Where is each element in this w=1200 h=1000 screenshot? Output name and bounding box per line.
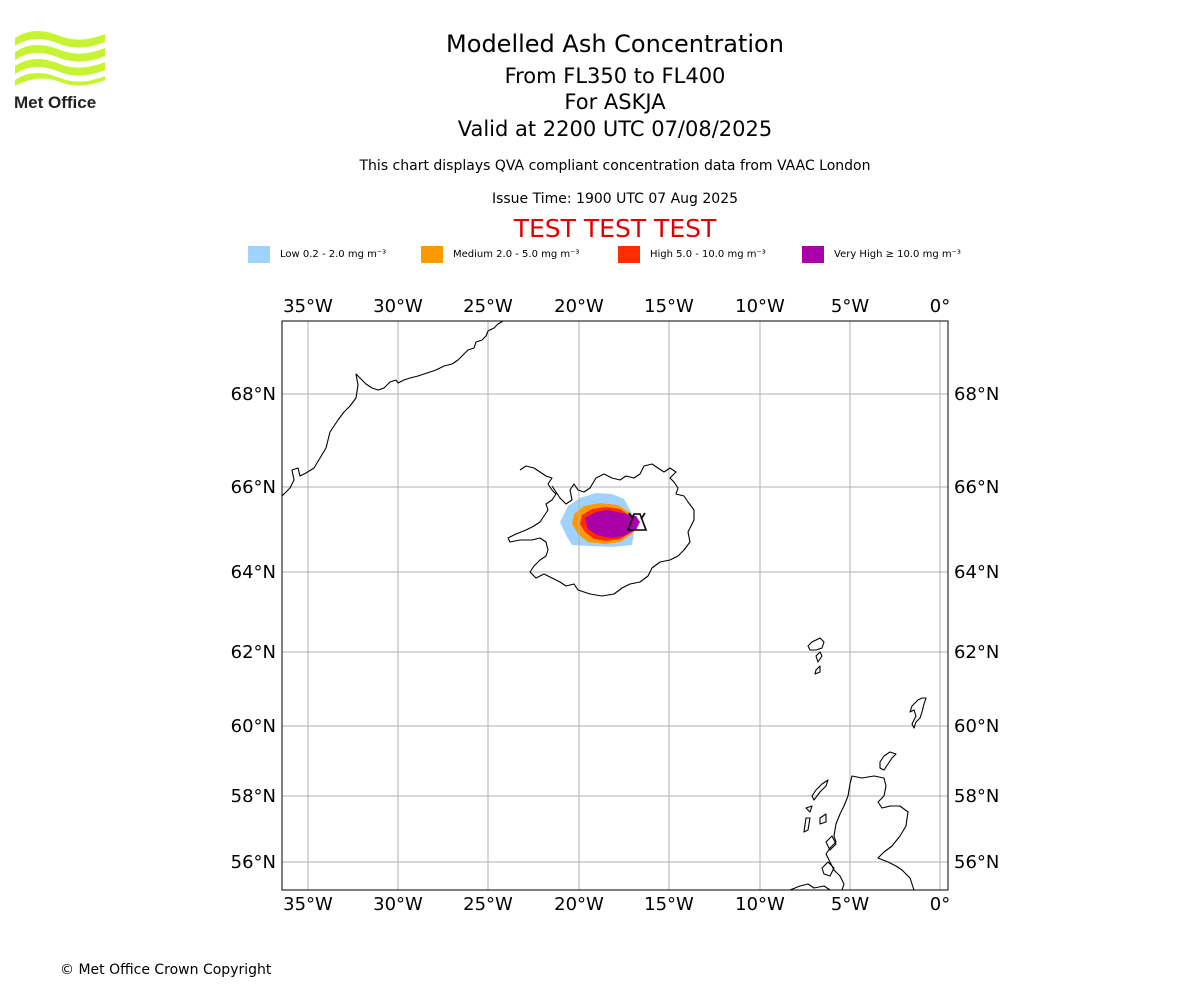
valid-time: Valid at 2200 UTC 07/08/2025	[457, 117, 773, 141]
lon-tick-label: 20°W	[554, 894, 604, 915]
chart-description: This chart displays QVA compliant concen…	[359, 158, 871, 174]
logo-waves-icon	[15, 31, 105, 86]
lon-tick-label: 5°W	[831, 894, 869, 915]
lat-tick-label: 62°N	[231, 642, 276, 663]
legend-swatch	[421, 245, 443, 263]
ash-very-high-area	[585, 510, 640, 538]
coastlines	[281, 320, 927, 891]
issue-time: Issue Time: 1900 UTC 07 Aug 2025	[491, 191, 739, 207]
lon-ticks-bottom: 35°W 30°W 25°W 20°W 15°W 10°W 5°W 0°	[283, 894, 950, 915]
lat-tick-label: 68°N	[954, 384, 999, 405]
logo-text: Met Office	[14, 93, 96, 112]
legend-label: Low 0.2 - 2.0 mg m⁻³	[280, 248, 387, 260]
lat-tick-label: 58°N	[954, 786, 999, 807]
lat-ticks-left: 68°N 66°N 64°N 62°N 60°N 58°N 56°N	[231, 384, 276, 873]
hebrides-coastline-4	[825, 835, 837, 851]
legend-label: Medium 2.0 - 5.0 mg m⁻³	[453, 248, 580, 260]
lat-tick-label: 66°N	[231, 477, 276, 498]
met-office-logo: Met Office	[14, 31, 105, 112]
lon-tick-label: 15°W	[644, 296, 694, 317]
faroe-coastline-2	[815, 651, 823, 663]
legend-label: Very High ≥ 10.0 mg m⁻³	[834, 248, 961, 260]
lon-tick-label: 5°W	[831, 296, 869, 317]
hebrides-coastline-1	[811, 779, 829, 801]
lat-tick-label: 60°N	[954, 716, 999, 737]
lon-tick-label: 10°W	[735, 296, 785, 317]
greenland-coastline	[281, 320, 504, 497]
lat-tick-label: 64°N	[231, 562, 276, 583]
lon-tick-label: 30°W	[373, 894, 423, 915]
lon-tick-label: 35°W	[283, 894, 333, 915]
lat-tick-label: 58°N	[231, 786, 276, 807]
legend-swatch	[248, 245, 270, 263]
lat-tick-label: 56°N	[231, 852, 276, 873]
lat-tick-label: 66°N	[954, 477, 999, 498]
volcano-name: For ASKJA	[564, 90, 666, 114]
faroe-coastline-1	[807, 637, 825, 651]
map-frame	[281, 320, 949, 891]
lon-tick-label: 0°	[930, 894, 950, 915]
shetland-coastline	[909, 697, 927, 729]
lon-tick-label: 0°	[930, 296, 950, 317]
iceland-coastline	[507, 463, 695, 597]
ireland-coastline	[789, 883, 831, 891]
copyright-notice: © Met Office Crown Copyright	[60, 962, 272, 978]
graticule	[282, 321, 948, 890]
lat-tick-label: 62°N	[954, 642, 999, 663]
legend-item-medium: Medium 2.0 - 5.0 mg m⁻³	[421, 244, 579, 264]
lat-tick-label: 64°N	[954, 562, 999, 583]
hebrides-coastline-2	[805, 805, 813, 813]
lon-tick-label: 25°W	[463, 296, 513, 317]
legend-swatch	[618, 245, 640, 263]
orkney-coastline	[879, 751, 897, 771]
lon-tick-label: 20°W	[554, 296, 604, 317]
lat-tick-label: 56°N	[954, 852, 999, 873]
hebrides-coastline-5	[803, 817, 811, 833]
lon-tick-label: 35°W	[283, 296, 333, 317]
legend-item-very-high: Very High ≥ 10.0 mg m⁻³	[802, 244, 961, 264]
flight-level-range: From FL350 to FL400	[504, 64, 726, 88]
legend-swatch	[802, 245, 824, 263]
hebrides-coastline-3	[819, 813, 827, 825]
lon-tick-label: 10°W	[735, 894, 785, 915]
chart-title: Modelled Ash Concentration	[446, 30, 784, 58]
scotland-coastline	[825, 775, 915, 891]
lon-tick-label: 30°W	[373, 296, 423, 317]
ash-plume	[560, 493, 640, 547]
legend-item-high: High 5.0 - 10.0 mg m⁻³	[618, 244, 766, 264]
lon-ticks-top: 35°W 30°W 25°W 20°W 15°W 10°W 5°W 0°	[283, 296, 950, 317]
lon-tick-label: 25°W	[463, 894, 513, 915]
islay-coastline	[821, 861, 835, 877]
lat-tick-label: 60°N	[231, 716, 276, 737]
lat-ticks-right: 68°N 66°N 64°N 62°N 60°N 58°N 56°N	[954, 384, 999, 873]
legend-label: High 5.0 - 10.0 mg m⁻³	[650, 248, 766, 260]
volcano-icon	[626, 512, 648, 531]
test-banner: TEST TEST TEST	[513, 214, 717, 243]
lon-tick-label: 15°W	[644, 894, 694, 915]
faroe-coastline-3	[814, 665, 821, 675]
legend-item-low: Low 0.2 - 2.0 mg m⁻³	[248, 244, 386, 264]
lat-tick-label: 68°N	[231, 384, 276, 405]
